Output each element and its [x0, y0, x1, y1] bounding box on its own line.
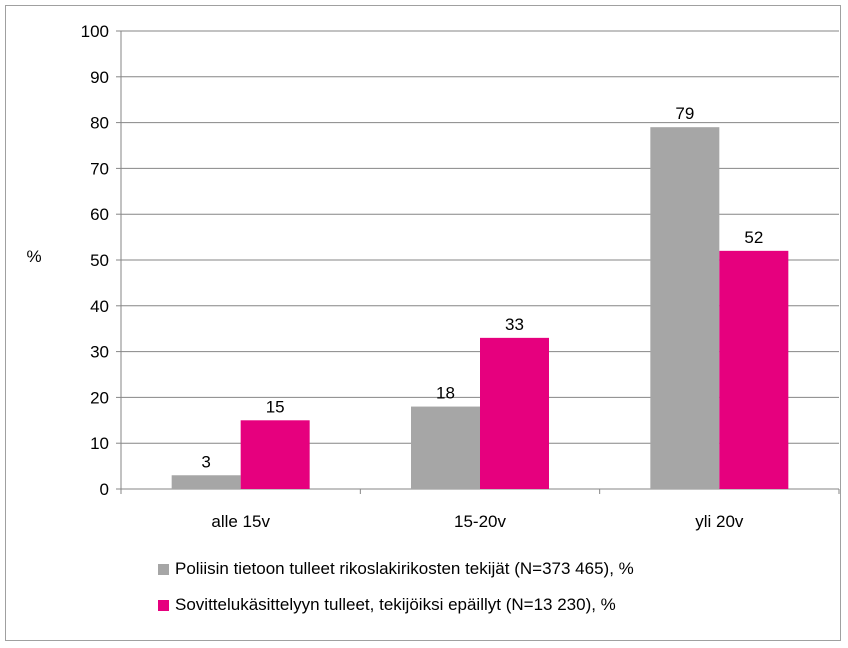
- y-tick-label: 60: [90, 205, 109, 224]
- data-labels: 3 15 18 33 79 52: [201, 104, 763, 471]
- data-label: 3: [201, 452, 210, 471]
- data-label: 18: [436, 384, 455, 403]
- y-tick-label: 50: [90, 251, 109, 270]
- bar: [650, 127, 720, 490]
- x-tick-label: yli 20v: [695, 512, 744, 531]
- x-tick-label: 15-20v: [454, 512, 506, 531]
- bar: [171, 475, 241, 489]
- y-tick-label: 20: [90, 388, 109, 407]
- data-label: 15: [266, 397, 285, 416]
- y-axis-label: %: [26, 247, 41, 266]
- bars: [171, 127, 789, 490]
- y-tick-label: 90: [90, 68, 109, 87]
- bar: [240, 420, 310, 489]
- bar: [411, 406, 480, 489]
- y-axis-ticks: 0 10 20 30 40 50 60 70 80 90 100: [81, 22, 109, 499]
- y-tick-label: 0: [100, 480, 109, 499]
- legend-label-mediation: Sovittelukäsittelyyn tulleet, tekijöiksi…: [175, 595, 616, 614]
- chart-frame: 0 10 20 30 40 50 60 70 80 90 100 3 15 18 33 79 52 alle …: [5, 5, 841, 641]
- legend-swatch-mediation: [158, 599, 169, 611]
- y-tick-label: 10: [90, 434, 109, 453]
- data-label: 52: [744, 228, 763, 247]
- bar-chart: 0 10 20 30 40 50 60 70 80 90 100 3 15 18 33 79 52 alle …: [26, 22, 840, 531]
- y-tick-label: 40: [90, 297, 109, 316]
- bar: [480, 337, 549, 489]
- data-label: 33: [505, 315, 524, 334]
- legend-label-police: Poliisin tietoon tulleet rikoslakirikost…: [175, 559, 634, 578]
- legend-item-mediation: Sovittelukäsittelyyn tulleet, tekijöiksi…: [158, 595, 616, 615]
- y-tick-label: 80: [90, 114, 109, 133]
- x-axis-ticks: alle 15v 15-20v yli 20v: [211, 512, 744, 531]
- data-label: 79: [675, 104, 694, 123]
- legend-swatch-police: [158, 563, 169, 575]
- y-tick-label: 30: [90, 343, 109, 362]
- bar: [719, 250, 789, 489]
- y-tick-label: 100: [81, 22, 109, 41]
- legend-item-police: Poliisin tietoon tulleet rikoslakirikost…: [158, 559, 634, 579]
- y-tick-label: 70: [90, 159, 109, 178]
- x-tick-label: alle 15v: [211, 512, 270, 531]
